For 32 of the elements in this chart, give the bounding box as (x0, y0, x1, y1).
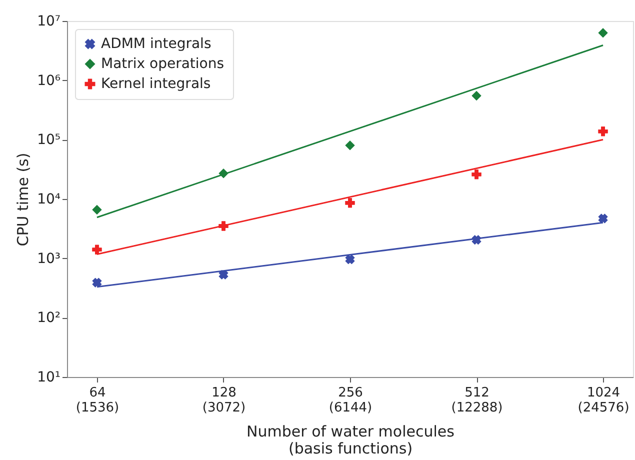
point (472, 170, 482, 180)
y-tick-label: 10⁶ (37, 72, 61, 89)
point (92, 278, 102, 288)
x-tick-label: 256 (6144) (328, 386, 372, 416)
y-tick-label: 10⁵ (37, 132, 60, 148)
y-tick-label: 10² (37, 310, 60, 326)
point (345, 198, 355, 208)
point (218, 221, 228, 231)
point (92, 244, 102, 254)
y-tick-label: 10¹ (37, 370, 60, 386)
point (472, 90, 482, 100)
point (598, 214, 608, 224)
x-tick-label: 1024 (24576) (578, 386, 630, 416)
point (218, 270, 228, 280)
point (598, 28, 608, 38)
y-tick-label: 10⁷ (37, 14, 60, 30)
y-tick-label: 10³ (37, 250, 60, 267)
y-axis-title: CPU time (s) (14, 152, 32, 246)
point (218, 168, 228, 178)
legend-label: Matrix operations (101, 56, 224, 72)
x-axis-title: Number of water molecules (basis functions) (246, 422, 455, 458)
y-tick-label: 10⁴ (37, 192, 61, 208)
point (472, 235, 482, 245)
legend-label: ADMM integrals (101, 36, 212, 52)
point (345, 140, 355, 150)
point (598, 126, 608, 136)
x-tick-label: 128 (3072) (202, 386, 246, 416)
legend-label: Kernel integrals (101, 76, 211, 92)
x-tick-label: 512 (12288) (451, 386, 503, 416)
point (345, 254, 355, 264)
x-tick-label: 64 (1536) (76, 386, 120, 416)
point (92, 204, 102, 214)
